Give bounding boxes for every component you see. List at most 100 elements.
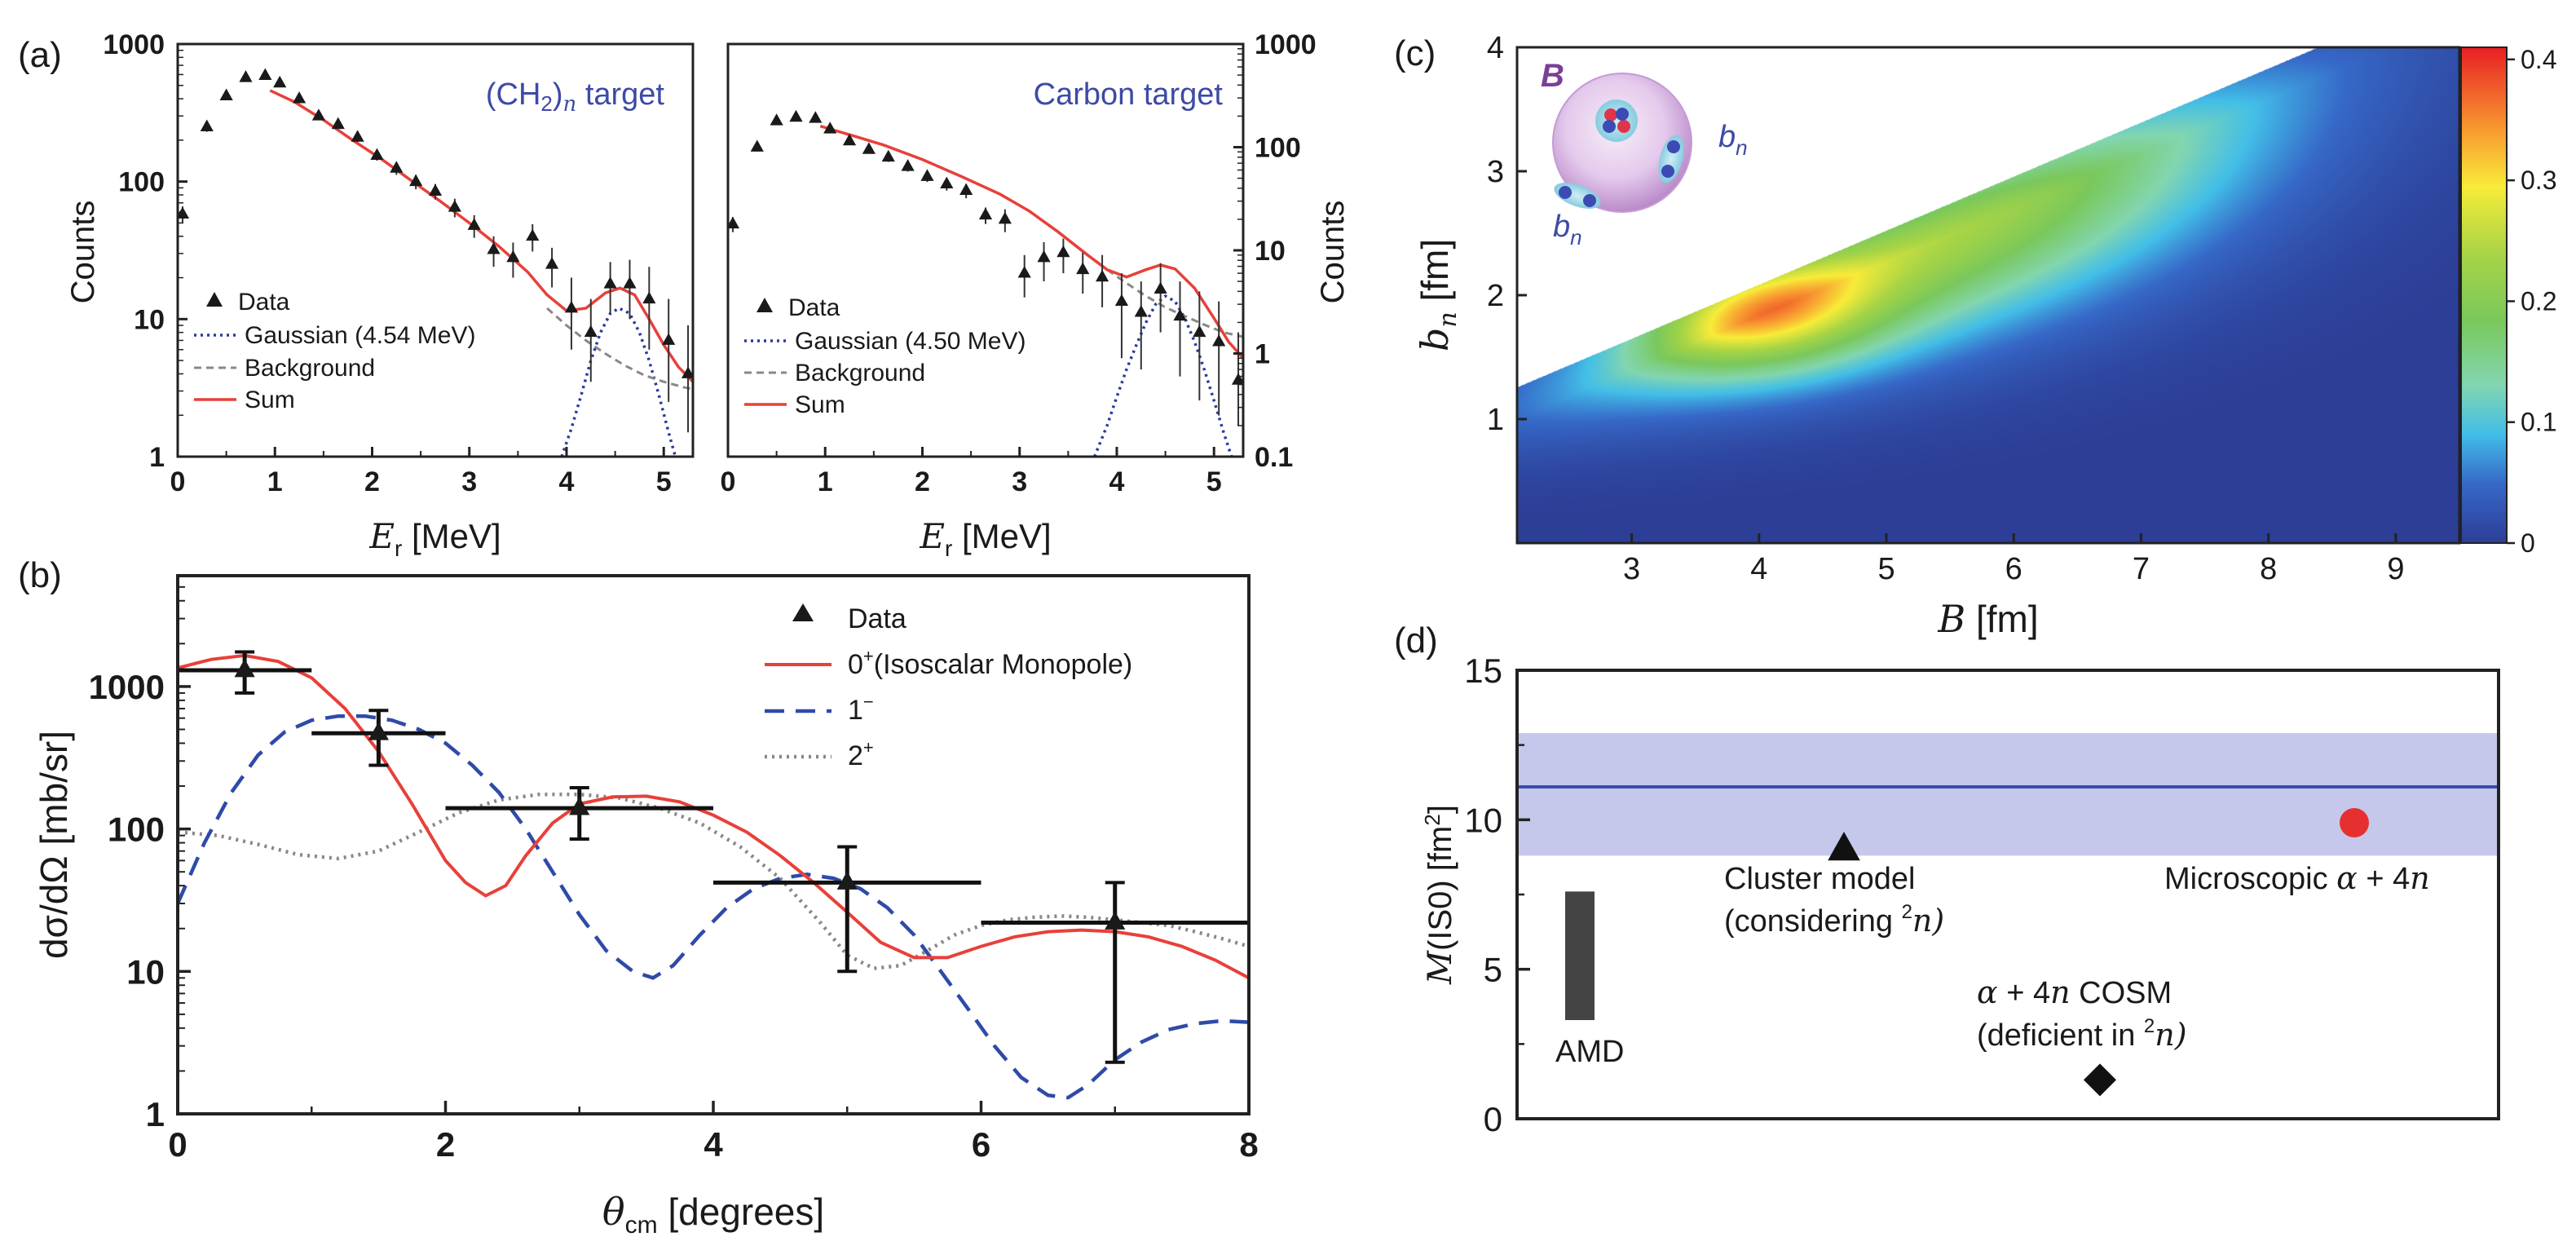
- data-point: [978, 207, 993, 220]
- axis-label-y-a1: Counts: [65, 201, 101, 304]
- target-label-a1: (CH2)n target: [486, 77, 665, 117]
- y-tick-label: 100: [118, 167, 165, 198]
- data-point: [920, 169, 934, 181]
- data-point: [728, 216, 740, 229]
- axis-label-y-c: bn [fm]: [1413, 239, 1462, 351]
- gaussian-curve: [1092, 294, 1233, 457]
- x-tick-label: 3: [1012, 466, 1027, 497]
- data-point: [292, 91, 307, 104]
- data-point: [1076, 262, 1090, 275]
- colorbar-tick-label: 0.4: [2521, 45, 2556, 74]
- y-tick-label: 15: [1464, 652, 1502, 690]
- x-tick-label: 9: [2387, 552, 2404, 586]
- axis-label-y-a2: Counts: [1315, 201, 1351, 304]
- axis-label-x-c: B [fm]: [1937, 597, 2038, 641]
- legend-marker-data-a2: [756, 298, 773, 312]
- legend-marker-data-a1: [206, 292, 223, 307]
- x-tick-label: 5: [1206, 466, 1222, 497]
- axis-label-x-a1: Er [MeV]: [368, 516, 501, 561]
- data-point: [809, 111, 823, 123]
- data-point: [258, 68, 272, 81]
- gaussian-curve: [560, 307, 677, 457]
- data-point: [487, 242, 501, 254]
- y-tick-label: 1000: [89, 668, 165, 706]
- legend-label-sum-a2: Sum: [795, 391, 845, 418]
- y-tick-label: 1000: [103, 29, 165, 60]
- data-point: [351, 130, 364, 142]
- panel-b: (b) 0 2 4 6 8 1 10 100 1000 Data 0+(Isoscalar Mo…: [18, 555, 1259, 1239]
- x-tick-label: 6: [972, 1125, 990, 1164]
- legend-a2: Data Gaussian (4.50 MeV) Background Sum: [744, 294, 1026, 418]
- data-point: [178, 206, 190, 219]
- x-tick-label: 4: [559, 466, 575, 497]
- inset-sphere: [1552, 73, 1692, 213]
- legend-label-data-a2: Data: [788, 294, 840, 321]
- point-cluster-model: [1828, 832, 1860, 861]
- legend-marker-data-b: [792, 603, 814, 621]
- data-point: [642, 291, 656, 304]
- x-tick-label: 1: [267, 466, 283, 497]
- data-point: [862, 142, 876, 154]
- inset-label-bn-2: bn: [1553, 210, 1582, 250]
- legend-label-sum-a1: Sum: [245, 387, 295, 413]
- axis-label-y-d: M(IS0) [fm2]: [1420, 805, 1459, 985]
- data-point: [823, 121, 837, 134]
- data-point: [998, 211, 1012, 224]
- data-point: [331, 117, 345, 130]
- y-tick-label: 2: [1487, 279, 1504, 313]
- data-point: [1095, 269, 1109, 282]
- ticks-c: 3 4 5 6 7 8 9 1 2 3 4: [1487, 31, 2405, 586]
- data-point: [789, 109, 803, 122]
- inset-neutron: [1661, 165, 1674, 178]
- data-point: [506, 250, 520, 263]
- x-tick-label: 8: [1239, 1125, 1258, 1164]
- inset-neutron: [1603, 120, 1616, 133]
- ticks-a2: 0 1 2 3 4 5 0.1 1 10 100 1000: [721, 29, 1317, 497]
- curves-clip: [178, 68, 693, 457]
- inset-proton: [1604, 108, 1617, 121]
- label-cosm-1: α + 4n COSM: [1977, 974, 2172, 1010]
- point-microscopic: [2340, 808, 2369, 837]
- data-point: [1017, 266, 1031, 278]
- x-tick-label: 2: [915, 466, 930, 497]
- x-tick-label: 0: [721, 466, 736, 497]
- colorbar-tick-label: 0.3: [2521, 166, 2556, 195]
- x-tick-label: 7: [2133, 552, 2150, 586]
- x-tick-label: 1: [818, 466, 833, 497]
- y-tick-label: 1: [146, 1095, 165, 1133]
- x-tick-label: 5: [656, 466, 672, 497]
- colorbar: [2461, 47, 2507, 543]
- experimental-band: [1519, 733, 2497, 856]
- y-tick-label: 100: [108, 811, 165, 849]
- y-tick-label: 3: [1487, 155, 1504, 189]
- series-2plus: [178, 792, 1249, 970]
- y-tick-label: 10: [126, 952, 165, 991]
- legend-label-s1-b: 1−: [848, 691, 874, 726]
- y-tick-label: 0: [1484, 1100, 1502, 1138]
- x-tick-label: 5: [1877, 552, 1895, 586]
- data-point: [311, 108, 326, 121]
- colorbar-ticks: 0 0.1 0.2 0.3 0.4: [2507, 45, 2556, 558]
- data-point: [770, 113, 783, 126]
- point-cosm: [2084, 1063, 2116, 1097]
- series-0plus: [178, 653, 1249, 980]
- x-tick-label: 4: [1109, 466, 1125, 497]
- legend-label-gauss-a2: Gaussian (4.50 MeV): [795, 328, 1026, 355]
- x-tick-label: 0: [170, 466, 186, 497]
- data-point: [1056, 245, 1070, 258]
- series-1minus: [178, 713, 1249, 1100]
- data-point: [1134, 305, 1148, 317]
- axis-label-x-a2: Er [MeV]: [919, 516, 1051, 561]
- inset-neutron: [1616, 108, 1629, 121]
- data-point: [750, 139, 764, 152]
- data-point: [584, 325, 598, 338]
- data-point: [1193, 325, 1206, 338]
- data-point: [200, 119, 214, 131]
- inset-neutron: [1667, 140, 1680, 153]
- data-point: [1153, 281, 1167, 294]
- plot-area-a2: [728, 109, 1243, 457]
- data-point: [409, 174, 423, 187]
- colorbar-tick-label: 0: [2521, 528, 2535, 558]
